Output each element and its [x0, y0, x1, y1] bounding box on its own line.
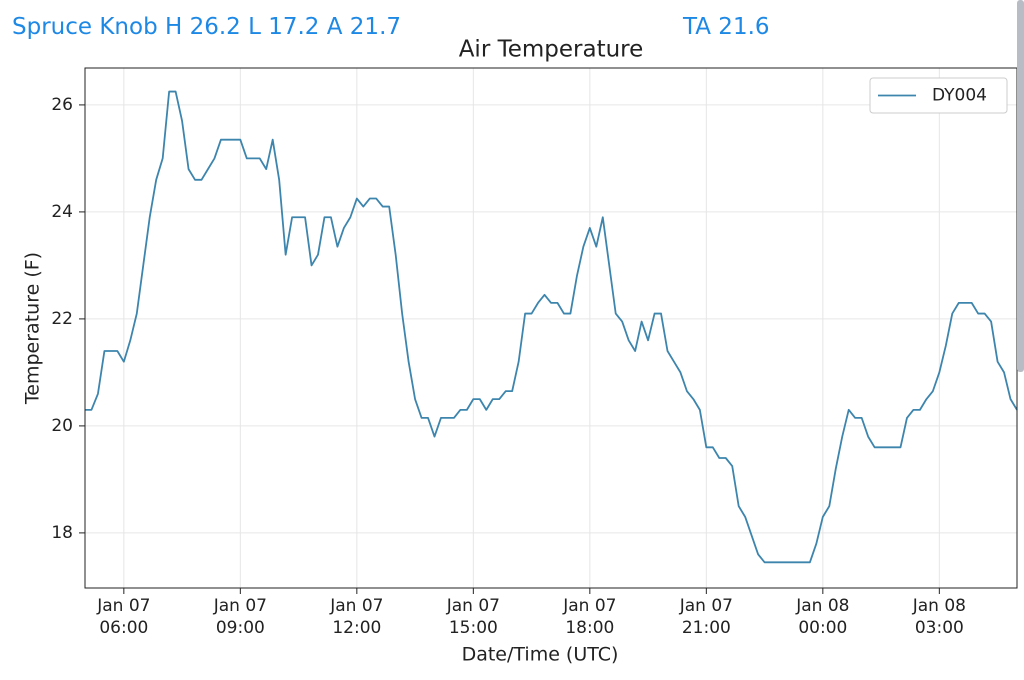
x-tick-label: Jan 08 00:00 [796, 596, 850, 638]
chart-title: Air Temperature [459, 37, 644, 63]
y-tick-label: 22 [51, 309, 73, 329]
x-tick-label: Jan 07 09:00 [213, 596, 267, 638]
average-summary: TA 21.6 [683, 14, 770, 40]
scrollbar [1017, 0, 1024, 372]
y-tick-label: 18 [51, 523, 73, 543]
x-tick-label: Jan 08 03:00 [912, 596, 966, 638]
x-tick-label: Jan 07 12:00 [330, 596, 384, 638]
y-tick-label: 24 [51, 202, 73, 222]
x-axis-label: Date/Time (UTC) [462, 644, 619, 666]
x-tick-label: Jan 07 18:00 [563, 596, 617, 638]
y-axis-label: Temperature (F) [22, 252, 44, 405]
legend-box [869, 77, 1008, 114]
data-line [85, 90, 1018, 564]
station-summary: Spruce Knob H 26.2 L 17.2 A 21.7 [12, 14, 402, 40]
x-tick-label: Jan 07 15:00 [446, 596, 500, 638]
plot-frame [84, 67, 1018, 589]
x-tick-label: Jan 07 21:00 [679, 596, 733, 638]
y-tick-label: 20 [51, 416, 73, 436]
y-tick-label: 26 [51, 95, 73, 115]
legend-label: DY004 [932, 86, 987, 106]
x-tick-label: Jan 07 06:00 [97, 596, 151, 638]
